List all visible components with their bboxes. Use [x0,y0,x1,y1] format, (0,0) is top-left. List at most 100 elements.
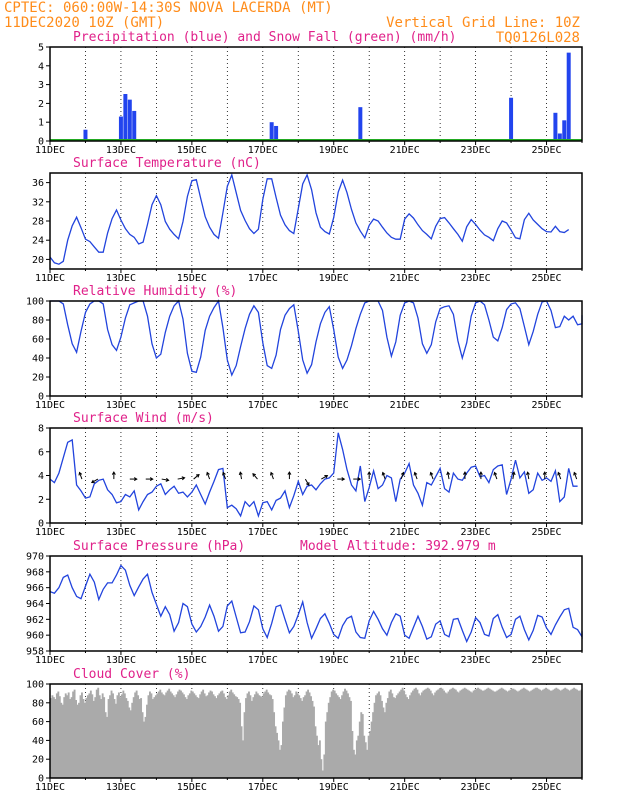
cloud-bar [485,688,488,778]
wind-arrow [382,472,386,480]
cloud-bar [497,689,500,778]
x-tick-label: 25DEC [531,145,561,156]
x-tick-label: 23DEC [461,527,491,538]
cloud-bar [573,687,576,778]
wind-arrow-head [195,473,200,478]
cloud-bar [392,697,395,778]
cloud-bar [69,699,72,778]
cloud-bar [321,770,324,778]
cloud-bar [443,690,445,778]
y-tick-label: 8 [38,424,44,435]
y-tick-label: 6 [38,447,44,458]
x-tick-label: 21DEC [390,273,420,284]
cloud-bar [190,690,193,778]
cloud-bar [351,731,354,778]
y-tick-label: 40 [32,354,44,365]
cloud-bar [576,689,578,778]
wind-arrow-head [181,476,186,481]
cloud-bar [540,690,543,778]
x-tick-label: 25DEC [531,782,561,793]
cloud-bar [481,690,484,778]
cloud-bar [259,696,262,778]
wind-arrow-head [429,471,434,476]
cloud-bar [123,693,126,778]
cloud-bar [109,695,111,778]
cloud-bar [437,689,440,778]
cloud-bar [216,695,219,778]
cloud-bar [200,691,203,778]
cloud-bar [280,745,283,778]
cloud-bar [482,690,485,778]
cloud-bar [183,694,185,778]
cloud-bar [364,742,367,778]
cloud-bar [258,695,261,778]
x-tick-label: 13DEC [106,145,136,156]
cloud-bar [539,689,542,778]
cloud-bar [85,698,88,778]
plot-frame [49,300,583,397]
x-tick-label: 17DEC [248,782,278,793]
cloud-bar [206,695,209,778]
cloud-bar [134,692,137,778]
x-tick-label: 25DEC [531,273,561,284]
cloud-bar [383,712,386,778]
cloud-bar [120,694,123,778]
cloud-bar [574,688,577,778]
cloud-bar [187,695,190,778]
cloud-bar [385,702,388,778]
cloud-bar [511,688,513,778]
cloud-bar [271,699,274,778]
cloud-bar [295,691,298,778]
wind-arrow [321,475,328,480]
wind-arrow-head [252,472,256,477]
x-tick-label: 15DEC [177,400,207,411]
cloud-bar [488,688,491,778]
cloud-bar [103,697,106,778]
cloud-bar [378,691,380,778]
cloud-bar [508,690,510,778]
cloud-bar [298,695,301,778]
cloud-bar [221,690,224,778]
cloud-bar [367,735,370,778]
cloud-bar [52,697,55,778]
x-tick-label: 11DEC [35,400,65,411]
wind-arrow-head [493,471,498,476]
cloud-bar [168,688,171,778]
cloud-bar [79,695,82,778]
cloud-bar [58,696,61,778]
x-tick-label: 25DEC [531,527,561,538]
x-tick-label: 11DEC [35,527,65,538]
cloud-bar [522,687,525,778]
cloud-bar [403,690,406,778]
cloud-bar [493,691,496,778]
cloud-bar [543,688,546,778]
cloud-bar [156,693,159,778]
cloud-bar [425,688,428,778]
panel-title: Surface Wind (m/s) [73,411,214,426]
cloud-bar [505,690,508,778]
cloud-bar [202,689,205,778]
cloud-bar [242,740,244,778]
precip-bar [557,133,562,141]
cloud-bar [268,694,271,778]
wind-arrow-head [206,471,210,476]
cloud-bar [506,691,509,778]
wind-arrow [252,473,258,480]
cloud-bar [81,692,83,778]
cloud-bar [208,692,210,778]
cloud-bar [549,690,552,778]
cloud-bar [429,690,432,778]
cloud-bar [97,687,100,778]
cloud-bar [357,735,360,778]
cloud-bar [407,699,410,778]
cloud-bar [222,693,225,778]
cloud-bar [91,694,94,778]
cloud-bar [474,689,476,778]
cloud-bar [577,690,580,778]
cloud-bar [381,700,383,778]
cloud-bar [274,726,277,778]
wind-arrow [447,472,450,480]
panels: 0 1 2 3 4 5 11DEC 13DEC 15DEC 17DEC 19DEC 21DEC 23DE… [26,30,583,793]
x-tick-label: 19DEC [319,400,349,411]
cloud-bar [98,695,101,778]
